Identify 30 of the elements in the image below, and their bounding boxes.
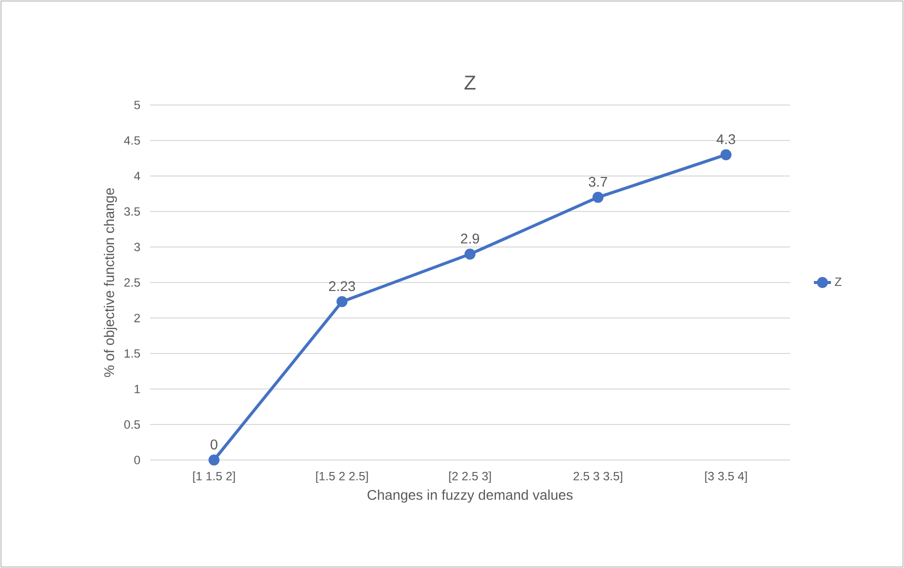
- data-label: 3.7: [588, 176, 608, 187]
- y-tick-label: 5: [134, 100, 140, 110]
- chart-title: Z: [464, 76, 476, 90]
- y-tick-label: 4: [134, 172, 140, 180]
- x-tick-label: [2 2.5 3]: [449, 472, 491, 483]
- y-tick-label: 2.5: [124, 278, 140, 287]
- y-tick-label: 3: [134, 242, 140, 252]
- data-label: 0: [210, 440, 218, 450]
- y-tick-label: 3.5: [124, 207, 140, 216]
- point: [720, 149, 732, 160]
- x-axis-title: Changes in fuzzy demand values: [368, 490, 573, 503]
- x-tick-label: 2.5 3 3.5]: [574, 472, 622, 483]
- point: [592, 192, 604, 203]
- data-label: 4.3: [716, 134, 736, 144]
- y-axis-title: % of objective function change: [104, 188, 117, 377]
- x-tick-label: [3 3.5 4]: [705, 472, 747, 483]
- y-tick-label: 0: [134, 456, 140, 464]
- point: [464, 248, 476, 260]
- y-tick-label: 4.5: [124, 136, 140, 145]
- y-tick-label: 1.5: [124, 349, 140, 358]
- data-label: 2.9: [460, 234, 480, 244]
- legend-label: Z: [834, 278, 842, 286]
- data-label: 2.23: [329, 281, 356, 292]
- x-tick-label: [1 1.5 2]: [193, 472, 235, 483]
- y-tick-label: 2: [134, 314, 140, 322]
- y-tick-label: 1: [134, 384, 140, 394]
- point: [336, 296, 348, 308]
- point: [208, 454, 220, 466]
- y-tick-label: 0.5: [124, 420, 140, 429]
- x-tick-label: [1.5 2 2.5]: [316, 472, 368, 483]
